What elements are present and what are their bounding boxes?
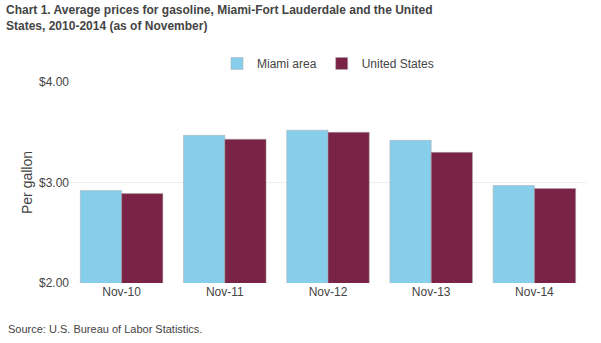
- svg-text:Nov-12: Nov-12: [309, 285, 348, 299]
- svg-text:Nov-11: Nov-11: [206, 285, 244, 299]
- svg-text:Nov-13: Nov-13: [412, 285, 451, 299]
- svg-text:Nov-10: Nov-10: [102, 285, 141, 299]
- svg-text:$2.00: $2.00: [39, 276, 69, 290]
- svg-text:$3.00: $3.00: [39, 176, 69, 190]
- svg-text:Nov-14: Nov-14: [515, 285, 554, 299]
- svg-text:$4.00: $4.00: [39, 75, 69, 89]
- svg-text:Per gallon: Per gallon: [19, 151, 35, 214]
- svg-text:United States: United States: [362, 57, 434, 71]
- svg-text:Chart 1. Average prices for ga: Chart 1. Average prices for gasoline, Mi…: [6, 3, 433, 33]
- svg-text:Miami area: Miami area: [257, 57, 317, 71]
- svg-text:Source: U.S. Bureau of Labor S: Source: U.S. Bureau of Labor Statistics.: [8, 323, 202, 335]
